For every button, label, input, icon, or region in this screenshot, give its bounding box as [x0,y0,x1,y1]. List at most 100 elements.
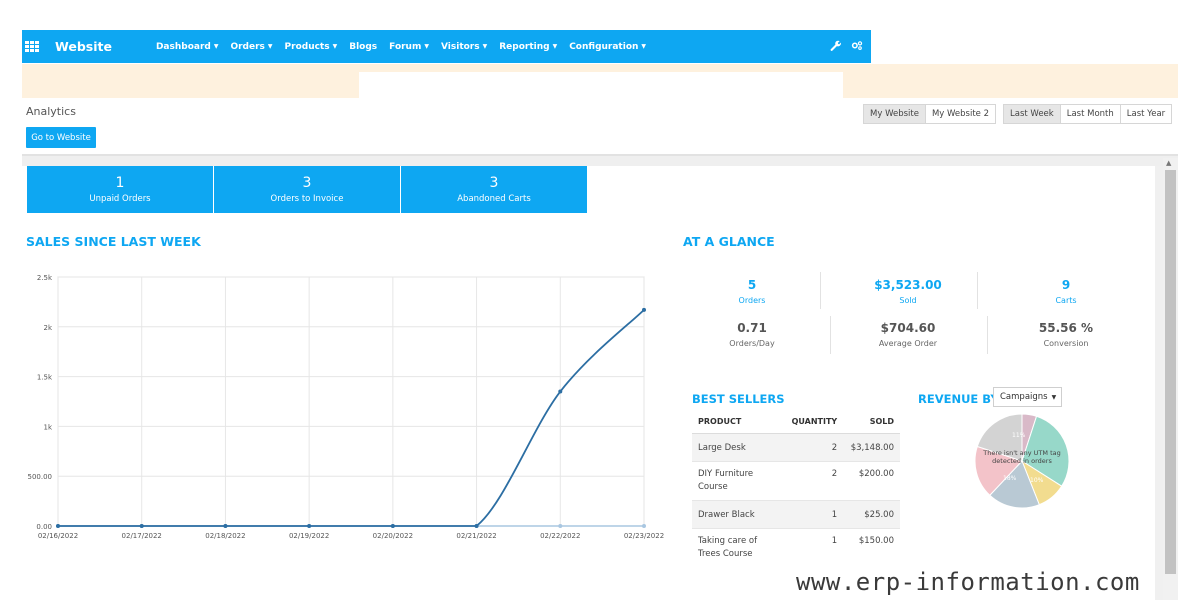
scrollbar-thumb[interactable] [1165,170,1176,574]
pie-slice-label: 11% [1012,432,1026,439]
table-row[interactable]: Large Desk 2 $3,148.00 [692,433,900,462]
menu-label: Visitors [440,41,480,52]
glance-value: 9 [1061,278,1071,292]
content-side-gutter [1155,166,1163,600]
revenue-by-title: REVENUE BY [918,392,999,406]
sold-cell: $25.00 [843,500,900,529]
menu-label: Dashboard [155,41,211,52]
website-option[interactable]: My Website 2 [931,109,990,119]
glance-orders[interactable]: 5 Orders [677,278,827,305]
menu-dashboard[interactable]: Dashboard ▼ [156,42,219,52]
notification-banner [22,64,1178,98]
data-point [558,524,563,528]
x-tick-label: 02/16/2022 [38,532,78,540]
glance-carts[interactable]: 9 Carts [991,278,1141,305]
period-last-year[interactable]: Last Year [1126,109,1166,119]
column-header: QUANTITY [784,410,844,434]
sold-cell: $150.00 [843,528,900,567]
caret-down-icon: ▼ [482,43,488,50]
stat-orders-to-invoice[interactable]: 3 Orders to Invoice [214,166,400,213]
menu-label: Orders [230,41,265,52]
stat-value: 3 [489,175,499,191]
main-menu: Dashboard ▼ Orders ▼ Products ▼ Blogs Forum… [156,42,646,52]
gears-icon[interactable] [851,40,863,54]
period-last-week[interactable]: Last Week [1004,105,1061,123]
data-point [223,524,228,528]
pie-slice [989,460,1040,509]
caret-down-icon: ▼ [552,43,558,50]
stat-unpaid-orders[interactable]: 1 Unpaid Orders [27,166,213,213]
menu-reporting[interactable]: Reporting ▼ [499,42,557,52]
menu-configuration[interactable]: Configuration ▼ [569,42,646,52]
menu-orders[interactable]: Orders ▼ [230,42,272,52]
menu-visitors[interactable]: Visitors ▼ [441,42,487,52]
quantity-cell: 1 [784,500,844,529]
stat-value: 1 [115,175,125,191]
caret-down-icon: ▼ [641,43,647,50]
stat-abandoned-carts[interactable]: 3 Abandoned Carts [401,166,587,213]
menu-products[interactable]: Products ▼ [285,42,338,52]
glance-value: $704.60 [880,321,936,335]
table-row[interactable]: Taking care of Trees Course 1 $150.00 [692,528,900,567]
data-point [642,307,646,312]
product-cell: DIY Furniture Course [692,461,784,501]
column-header: SOLD [843,410,900,434]
scroll-up-arrow-icon[interactable]: ▲ [1166,159,1172,167]
website-option[interactable]: My Website [864,105,926,123]
stat-value: 3 [302,175,312,191]
pie-slice [976,413,1023,462]
glance-label: Conversion [1043,339,1089,348]
glance-label: Orders/Day [729,339,775,348]
x-tick-label: 02/22/2022 [540,532,580,540]
caret-down-icon: ▼ [267,43,273,50]
product-cell: Drawer Black [692,500,784,529]
y-tick-label: 2.5k [37,274,53,282]
menu-blogs[interactable]: Blogs [349,42,377,52]
glance-separator [830,316,831,354]
data-point [474,524,479,528]
x-tick-label: 02/21/2022 [456,532,496,540]
wrench-icon[interactable] [830,40,842,54]
dashboard-content [22,166,1155,600]
best-sellers-title: BEST SELLERS [692,392,785,406]
pie-slice-label: 18% [1003,475,1017,482]
glance-sold[interactable]: $3,523.00 Sold [833,278,983,305]
data-point [56,524,60,528]
glance-separator [977,272,978,309]
watermark: www.erp-information.com [796,568,1140,596]
vertical-scrollbar[interactable]: ▲ [1163,158,1178,600]
y-tick-label: 1.5k [37,374,53,382]
data-point [307,524,312,528]
y-tick-label: 2k [43,324,52,332]
table-row[interactable]: Drawer Black 1 $25.00 [692,500,900,529]
pie-slice [974,445,1023,496]
glance-label: Carts [1055,296,1077,305]
go-to-website-button[interactable]: Go to Website [26,127,96,148]
apps-grid-icon[interactable] [25,40,39,53]
campaigns-dropdown[interactable]: Campaigns ▼ [993,387,1062,407]
data-point [390,524,395,528]
x-tick-label: 02/19/2022 [289,532,329,540]
website-switcher: My Website My Website 2 [863,104,997,124]
menu-label: Products [284,41,330,52]
sold-cell: $3,148.00 [843,433,900,462]
brand-title[interactable]: Website [55,39,112,54]
menu-forum[interactable]: Forum ▼ [389,42,429,52]
sales-line-chart: 0.00 500.00 1k 1.5k 2k 2.5k 02/16/2022 02/17/20… [28,274,665,540]
pie-slice [1021,415,1070,487]
y-tick-label: 0.00 [36,523,52,531]
revenue-pie-chart: 11% 18% 10% [974,413,1070,509]
glance-value: 5 [747,278,757,292]
product-cell: Taking care of Trees Course [692,528,784,567]
sales-section-title: SALES SINCE LAST WEEK [26,234,201,249]
period-last-month[interactable]: Last Month [1061,105,1121,123]
glance-conversion: 55.56 % Conversion [991,321,1141,348]
product-cell: Large Desk [692,433,784,462]
page-title: Analytics [26,105,76,118]
glance-value: 55.56 % [1038,321,1094,335]
header-divider [22,154,1178,156]
table-row[interactable]: DIY Furniture Course 2 $200.00 [692,461,900,501]
menu-label: Reporting [499,41,550,52]
data-point [642,524,646,528]
